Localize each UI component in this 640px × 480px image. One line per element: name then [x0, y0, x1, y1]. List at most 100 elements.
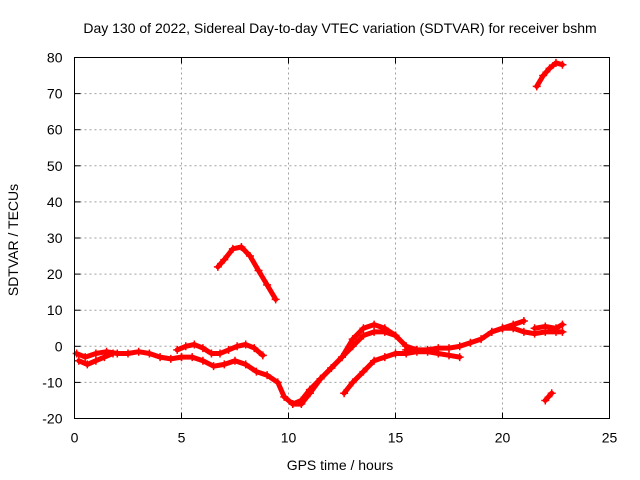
series-layer [72, 58, 567, 409]
data-point [477, 335, 486, 344]
data-point [370, 327, 379, 336]
y-axis-title: SDTVAR / TECUs [5, 184, 21, 296]
data-point [288, 400, 297, 409]
data-point [252, 367, 261, 376]
data-point [327, 363, 336, 372]
data-point [541, 322, 550, 331]
series-arc-10 [215, 244, 279, 302]
data-point [241, 360, 250, 369]
data-point [173, 345, 182, 354]
data-point [545, 64, 554, 73]
x-tick-label: 0 [71, 430, 79, 446]
data-point [547, 389, 556, 398]
data-point [124, 349, 132, 358]
data-point [338, 353, 346, 362]
y-tick-label: -20 [42, 411, 62, 427]
data-point [316, 374, 325, 383]
y-tick-label: 80 [47, 50, 63, 66]
data-point [271, 295, 280, 304]
data-point [166, 354, 175, 363]
data-point [258, 351, 267, 360]
chart-title: Day 130 of 2022, Sidereal Day-to-day VTE… [83, 20, 596, 36]
data-point [198, 356, 207, 365]
data-point [100, 353, 109, 362]
data-point [228, 244, 237, 253]
y-tick-label: 30 [47, 230, 63, 246]
data-point [91, 349, 100, 358]
data-point [455, 353, 464, 362]
data-point [391, 349, 400, 358]
data-point [380, 353, 389, 362]
data-point [532, 82, 541, 91]
data-point [348, 378, 357, 387]
data-point [273, 378, 282, 387]
data-point [434, 344, 443, 353]
data-point [530, 324, 539, 333]
data-point [72, 349, 81, 358]
series-arc-4 [179, 329, 398, 407]
data-point [509, 320, 518, 329]
data-point [213, 262, 222, 271]
data-point [263, 371, 272, 380]
data-point [348, 335, 357, 344]
x-tick-label: 20 [495, 430, 511, 446]
data-point [340, 389, 349, 398]
data-point [519, 317, 528, 326]
data-point [220, 360, 229, 369]
data-point [241, 340, 250, 349]
data-point [466, 338, 475, 347]
data-point [305, 385, 314, 394]
y-tick-label: 10 [47, 302, 63, 318]
data-point [359, 331, 368, 340]
data-point [263, 280, 272, 289]
data-point [254, 266, 263, 275]
data-point [245, 252, 254, 261]
data-point [370, 320, 379, 329]
series-arc-8 [489, 318, 527, 335]
data-point [359, 367, 368, 376]
y-tick-label: 0 [55, 338, 63, 354]
data-point [541, 396, 550, 405]
data-point [190, 340, 199, 349]
data-point [445, 351, 453, 360]
data-point [188, 353, 197, 362]
y-tick-label: 70 [47, 86, 63, 102]
series-arc-7 [403, 325, 565, 353]
data-point [487, 327, 496, 336]
data-point [83, 360, 92, 369]
data-point [498, 324, 507, 333]
x-axis-title: GPS time / hours [287, 457, 394, 473]
data-point [207, 349, 216, 358]
data-point [74, 356, 83, 365]
data-point [91, 356, 100, 365]
tick-layer: 0 5 10 15 20 25 -20 -10 0 10 20 30 40 50 60 70 80 [42, 50, 617, 446]
data-point [145, 349, 154, 358]
data-point [134, 347, 143, 356]
data-point [250, 344, 259, 353]
data-point [391, 331, 400, 340]
series-arc-11 [542, 390, 555, 403]
data-point [552, 324, 560, 333]
data-point [558, 320, 567, 329]
data-point [220, 255, 229, 264]
y-tick-label: -10 [42, 374, 62, 390]
data-point [233, 342, 242, 351]
data-point [445, 344, 453, 353]
data-point [216, 349, 225, 358]
data-point [455, 342, 464, 351]
data-point [539, 71, 548, 80]
data-point [423, 345, 432, 354]
data-point [370, 356, 379, 365]
data-point [181, 342, 190, 351]
data-point [519, 327, 528, 336]
data-point [209, 362, 218, 371]
series-arc-9 [532, 322, 565, 331]
data-point [412, 345, 421, 354]
data-point [177, 353, 186, 362]
data-point [297, 396, 306, 405]
x-tick-label: 5 [178, 430, 186, 446]
data-point [81, 353, 90, 362]
y-tick-label: 60 [47, 122, 63, 138]
data-point [280, 392, 289, 401]
